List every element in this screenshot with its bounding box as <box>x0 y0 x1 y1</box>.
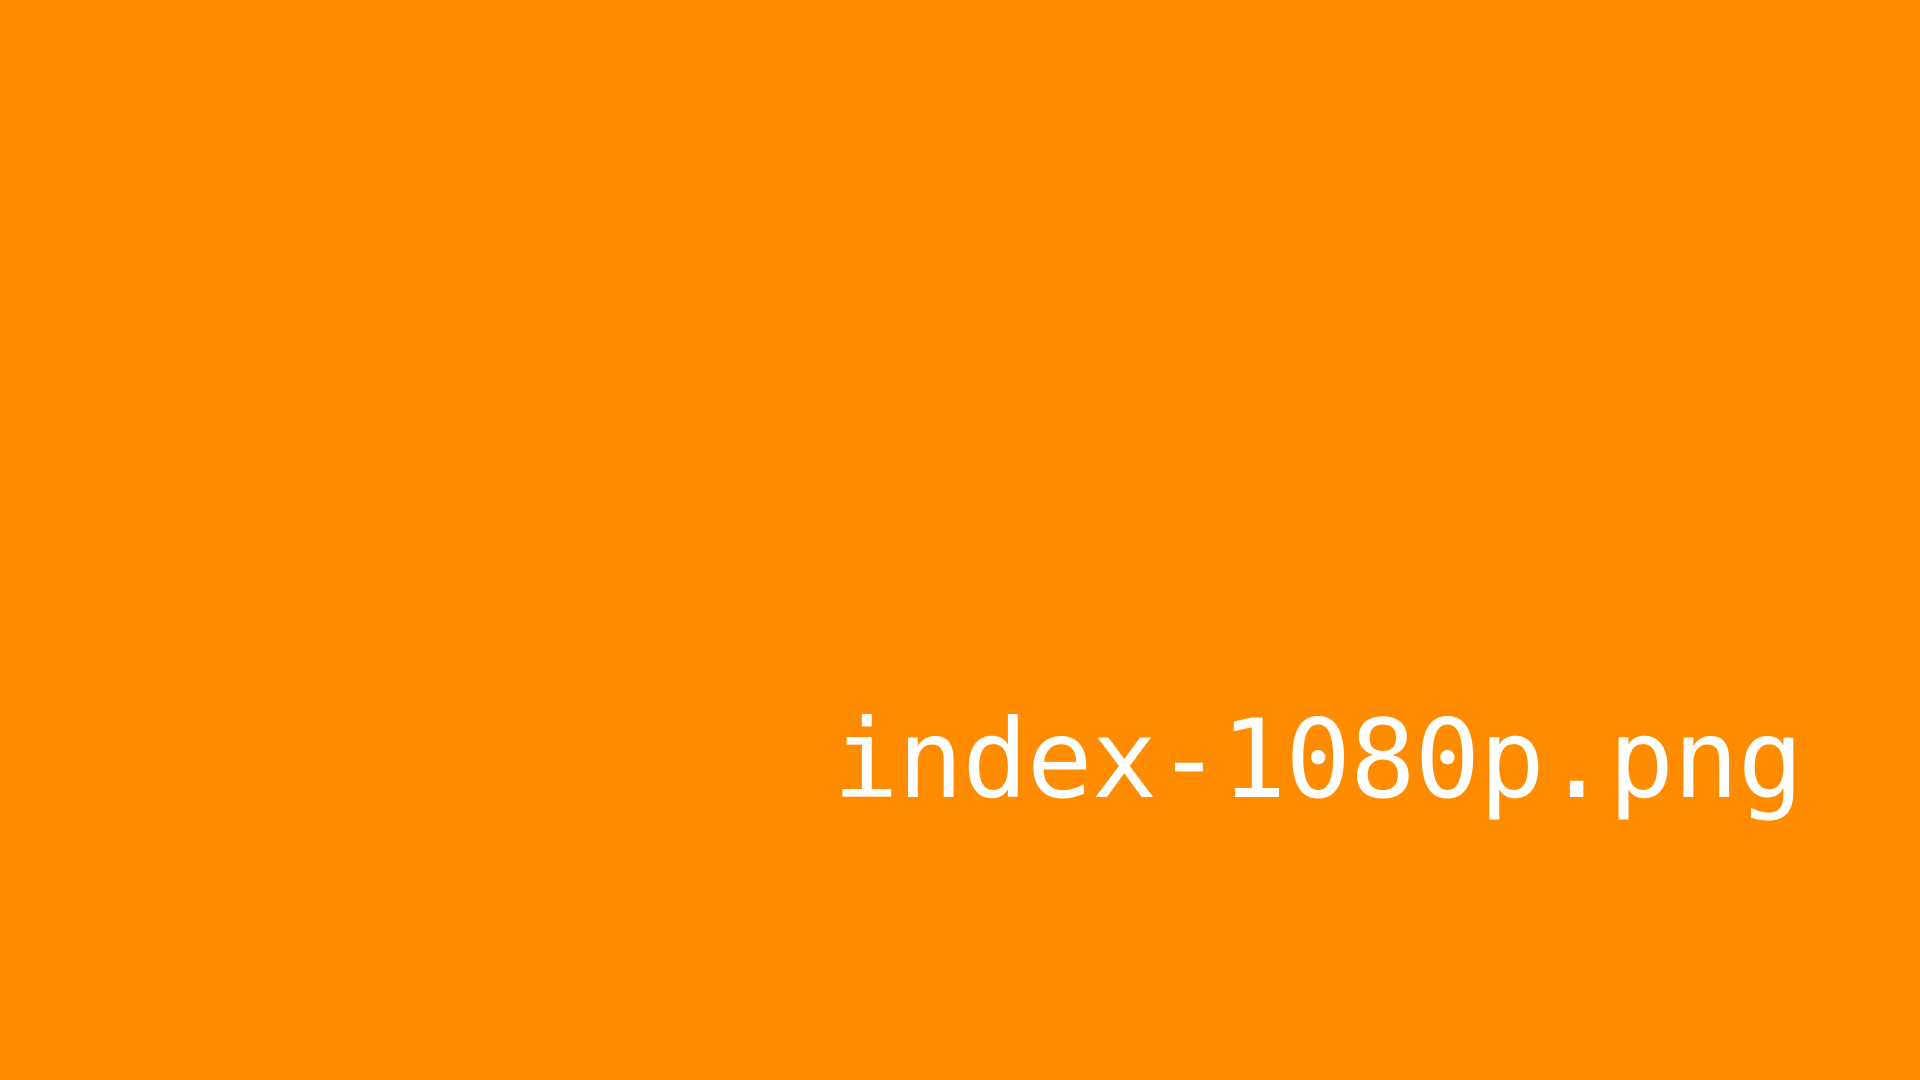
filename-label: index-1080p.png <box>833 696 1803 823</box>
